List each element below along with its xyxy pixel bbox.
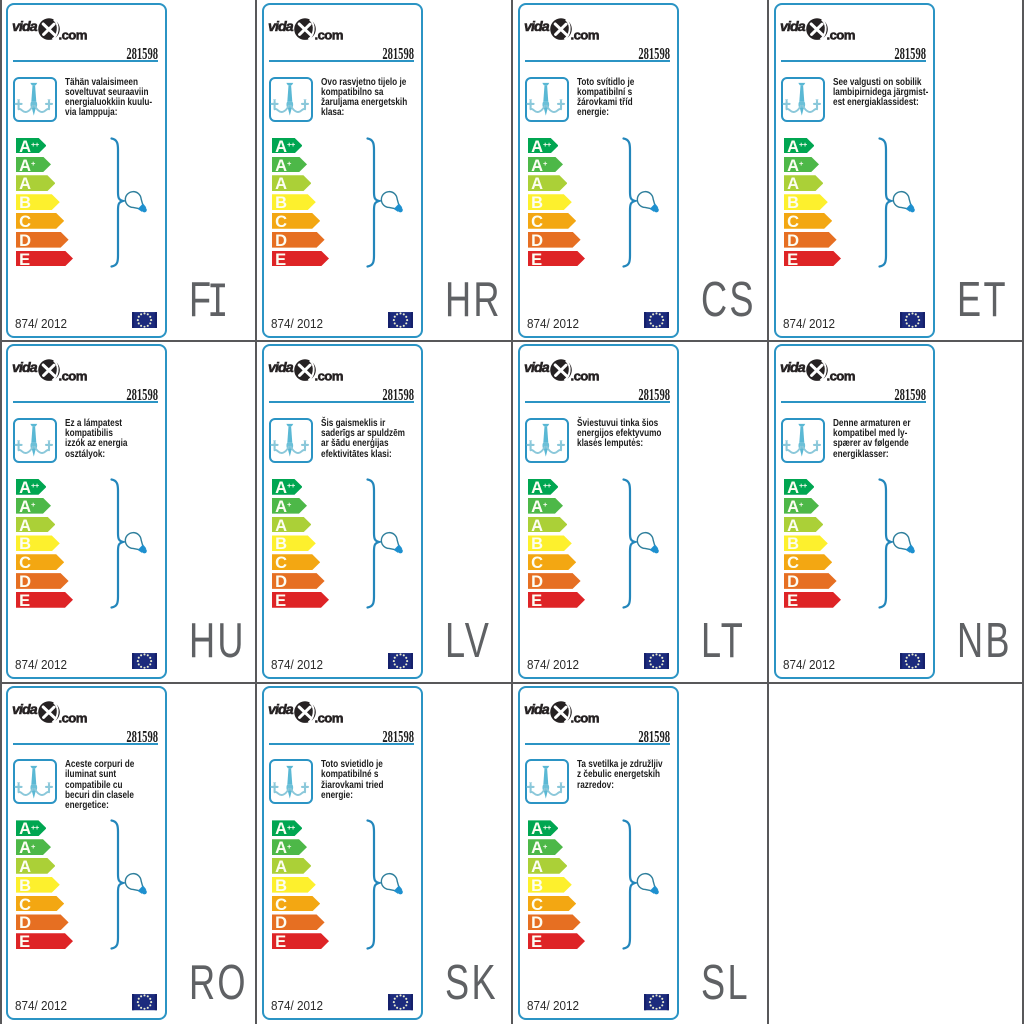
- svg-text:vida: vida: [268, 360, 294, 376]
- svg-text:vida: vida: [268, 702, 294, 718]
- svg-text:.com: .com: [571, 27, 599, 42]
- svg-text:vida: vida: [12, 360, 38, 376]
- svg-text:.com: .com: [827, 369, 855, 384]
- svg-text:vida: vida: [524, 702, 550, 718]
- svg-text:.com: .com: [315, 27, 343, 42]
- svg-text:.com: .com: [59, 710, 87, 725]
- svg-text:vida: vida: [268, 19, 294, 35]
- svg-text:vida: vida: [780, 360, 806, 376]
- svg-text:vida: vida: [780, 19, 806, 35]
- svg-text:.com: .com: [59, 27, 87, 42]
- svg-text:vida: vida: [12, 19, 38, 35]
- svg-text:vida: vida: [12, 702, 38, 718]
- svg-text:.com: .com: [571, 710, 599, 725]
- svg-text:vida: vida: [524, 360, 550, 376]
- svg-text:.com: .com: [571, 369, 599, 384]
- svg-text:.com: .com: [59, 369, 87, 384]
- svg-text:.com: .com: [315, 710, 343, 725]
- svg-text:.com: .com: [827, 27, 855, 42]
- svg-text:.com: .com: [315, 369, 343, 384]
- svg-text:vida: vida: [524, 19, 550, 35]
